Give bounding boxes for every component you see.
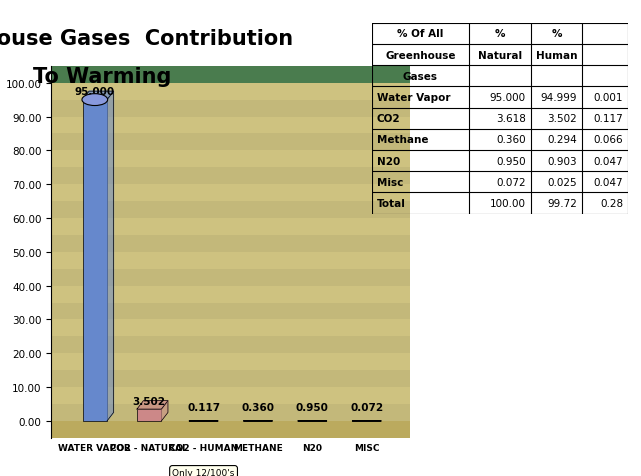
Bar bbox=[137, 409, 162, 421]
Bar bbox=[51, 218, 410, 236]
Text: 99.72: 99.72 bbox=[547, 198, 577, 208]
Bar bbox=[51, 252, 410, 269]
Text: %: % bbox=[495, 30, 505, 40]
Text: CO2: CO2 bbox=[377, 114, 401, 124]
Text: Gases: Gases bbox=[403, 72, 438, 82]
Text: 0.047: 0.047 bbox=[594, 156, 623, 166]
Bar bbox=[51, 236, 410, 252]
Bar bbox=[51, 151, 410, 168]
Text: Only 12/100's
Of 1 percent: Only 12/100's Of 1 percent bbox=[172, 468, 235, 476]
Text: 0.950: 0.950 bbox=[496, 156, 526, 166]
Text: WATER VAPOR: WATER VAPOR bbox=[58, 443, 131, 452]
Bar bbox=[51, 202, 410, 218]
Text: Greenhouse Gases  Contribution: Greenhouse Gases Contribution bbox=[0, 29, 294, 49]
Bar bbox=[51, 117, 410, 134]
Bar bbox=[51, 303, 410, 320]
Text: 0.903: 0.903 bbox=[547, 156, 577, 166]
Bar bbox=[51, 134, 410, 151]
Bar bbox=[51, 387, 410, 404]
Text: Methane: Methane bbox=[377, 135, 428, 145]
Text: N20: N20 bbox=[377, 156, 400, 166]
Text: N20: N20 bbox=[303, 443, 322, 452]
Text: 0.066: 0.066 bbox=[594, 135, 623, 145]
Text: Total: Total bbox=[377, 198, 406, 208]
Polygon shape bbox=[137, 401, 168, 409]
Text: METHANE: METHANE bbox=[233, 443, 283, 452]
Bar bbox=[51, 404, 410, 421]
Text: 0.950: 0.950 bbox=[296, 403, 329, 413]
Text: 0.047: 0.047 bbox=[594, 178, 623, 188]
Bar bbox=[51, 421, 410, 438]
Bar bbox=[83, 100, 107, 421]
Text: 100.00: 100.00 bbox=[490, 198, 526, 208]
Polygon shape bbox=[83, 92, 113, 100]
Ellipse shape bbox=[82, 95, 108, 106]
Bar bbox=[51, 100, 410, 117]
Text: 0.117: 0.117 bbox=[594, 114, 623, 124]
Text: MISC: MISC bbox=[354, 443, 379, 452]
Text: 0.072: 0.072 bbox=[496, 178, 526, 188]
Text: 95.000: 95.000 bbox=[490, 93, 526, 103]
Text: 95.000: 95.000 bbox=[75, 87, 115, 97]
Text: %: % bbox=[551, 30, 562, 40]
Bar bbox=[51, 320, 410, 337]
Text: CO2 - NATURAL: CO2 - NATURAL bbox=[110, 443, 188, 452]
Text: 0.025: 0.025 bbox=[547, 178, 577, 188]
Polygon shape bbox=[162, 401, 168, 421]
Text: % Of All: % Of All bbox=[397, 30, 444, 40]
Text: 3.618: 3.618 bbox=[495, 114, 526, 124]
Bar bbox=[51, 354, 410, 370]
Text: To Warming: To Warming bbox=[33, 67, 172, 87]
Text: 94.999: 94.999 bbox=[540, 93, 577, 103]
Bar bbox=[51, 83, 410, 100]
Text: 0.117: 0.117 bbox=[187, 403, 220, 413]
Text: 0.294: 0.294 bbox=[547, 135, 577, 145]
Text: Water Vapor: Water Vapor bbox=[377, 93, 451, 103]
Bar bbox=[51, 337, 410, 354]
Bar bbox=[51, 286, 410, 303]
Text: 0.360: 0.360 bbox=[242, 403, 274, 413]
Polygon shape bbox=[107, 92, 113, 421]
Text: 0.360: 0.360 bbox=[496, 135, 526, 145]
Text: Misc: Misc bbox=[377, 178, 403, 188]
Text: 0.001: 0.001 bbox=[594, 93, 623, 103]
Bar bbox=[51, 185, 410, 202]
Bar bbox=[51, 269, 410, 286]
Bar bbox=[51, 168, 410, 185]
Text: Greenhouse: Greenhouse bbox=[385, 50, 456, 60]
Text: Natural: Natural bbox=[478, 50, 522, 60]
Text: 3.502: 3.502 bbox=[547, 114, 577, 124]
Text: Human: Human bbox=[536, 50, 577, 60]
Bar bbox=[51, 370, 410, 387]
Text: 0.28: 0.28 bbox=[600, 198, 623, 208]
Text: CO2 - HUMAN: CO2 - HUMAN bbox=[169, 443, 238, 452]
Text: 0.072: 0.072 bbox=[350, 403, 383, 413]
Text: 3.502: 3.502 bbox=[133, 396, 165, 406]
